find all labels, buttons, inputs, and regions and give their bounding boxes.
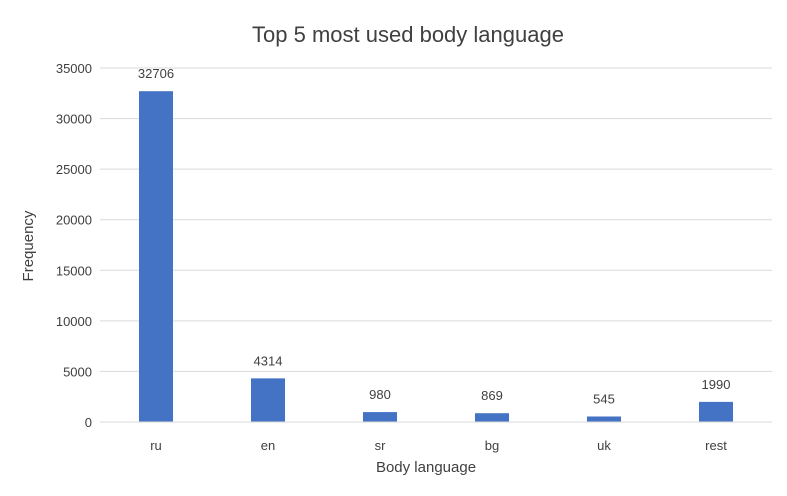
y-axis-title: Frequency xyxy=(20,210,37,281)
y-tick-label: 25000 xyxy=(56,162,92,177)
x-axis-title: Body language xyxy=(376,459,476,476)
data-labels: 32706 4314 980 869 545 1990 xyxy=(138,66,731,406)
bars xyxy=(139,91,733,422)
x-axis-ticks: ru en sr bg uk rest xyxy=(150,438,727,453)
x-tick-label-rest: rest xyxy=(705,438,727,453)
data-label-uk: 545 xyxy=(593,391,615,406)
x-tick-label-uk: uk xyxy=(597,438,611,453)
chart-title: Top 5 most used body language xyxy=(252,22,564,47)
x-tick-label-sr: sr xyxy=(375,438,387,453)
bar-ru xyxy=(139,91,173,422)
bar-sr xyxy=(363,412,397,422)
x-tick-label-ru: ru xyxy=(150,438,162,453)
data-label-ru: 32706 xyxy=(138,66,174,81)
x-tick-label-en: en xyxy=(261,438,275,453)
bar-rest xyxy=(699,401,733,422)
gridlines xyxy=(100,67,772,372)
y-tick-label: 10000 xyxy=(56,314,92,329)
y-tick-label: 5000 xyxy=(63,364,92,379)
bar-uk xyxy=(587,416,621,422)
y-tick-label: 0 xyxy=(85,415,92,430)
bar-bg xyxy=(475,413,509,422)
data-label-en: 4314 xyxy=(254,353,283,368)
data-label-bg: 869 xyxy=(481,388,503,403)
x-tick-label-bg: bg xyxy=(485,438,499,453)
y-tick-label: 30000 xyxy=(56,112,92,127)
data-label-rest: 1990 xyxy=(702,377,731,392)
y-axis-ticks: 0 5000 10000 15000 20000 25000 30000 35000 xyxy=(56,61,92,430)
y-tick-label: 15000 xyxy=(56,263,92,278)
y-tick-label: 20000 xyxy=(56,213,92,228)
y-tick-label: 35000 xyxy=(56,61,92,76)
bar-en xyxy=(251,378,285,422)
data-label-sr: 980 xyxy=(369,387,391,402)
